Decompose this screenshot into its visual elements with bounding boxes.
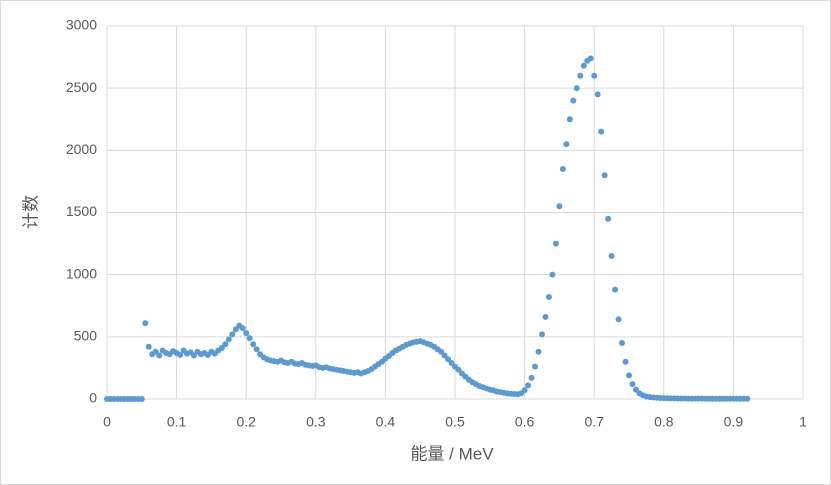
data-point — [744, 395, 751, 402]
data-point — [573, 85, 580, 92]
data-point — [626, 372, 632, 379]
data-point — [601, 172, 608, 179]
data-point — [177, 351, 184, 358]
data-point — [225, 336, 232, 343]
data-point — [532, 363, 539, 370]
data-point — [156, 352, 163, 359]
data-point — [598, 128, 605, 135]
data-point — [246, 335, 253, 342]
data-point — [229, 331, 236, 338]
x-axis-label: 能量 / MeV — [410, 444, 494, 463]
data-point — [539, 331, 545, 338]
data-point — [243, 330, 250, 337]
data-point — [612, 286, 619, 293]
data-point — [594, 91, 601, 98]
data-point — [566, 116, 573, 123]
data-point — [629, 381, 636, 388]
y-tick-label: 2500 — [66, 79, 97, 95]
data-point — [580, 62, 587, 69]
data-point — [591, 72, 598, 79]
data-point — [549, 271, 556, 278]
x-tick-label: 0.9 — [724, 414, 744, 430]
data-point — [563, 141, 570, 148]
y-tick-label: 1000 — [66, 265, 97, 281]
data-point — [142, 320, 149, 327]
y-tick-label: 3000 — [66, 17, 97, 33]
data-point — [239, 325, 246, 332]
data-point — [528, 374, 535, 381]
data-point — [145, 343, 152, 350]
data-point — [577, 72, 584, 79]
x-tick-label: 0.6 — [515, 414, 535, 430]
data-point — [521, 387, 528, 394]
data-point — [605, 215, 612, 222]
data-point — [622, 358, 629, 365]
data-point — [619, 340, 626, 347]
data-point — [545, 294, 552, 301]
y-tick-label: 0 — [89, 390, 97, 406]
data-point — [250, 341, 257, 348]
data-point — [608, 253, 615, 260]
x-tick-label: 0.4 — [376, 414, 396, 430]
y-axis-label: 计数 — [21, 195, 40, 229]
y-tick-label: 1500 — [66, 203, 97, 219]
x-tick-label: 0.5 — [445, 414, 465, 430]
x-tick-label: 0.1 — [167, 414, 187, 430]
x-tick-label: 0.8 — [654, 414, 674, 430]
x-tick-label: 0 — [103, 414, 111, 430]
y-tick-label: 2000 — [66, 141, 97, 157]
data-point — [525, 382, 532, 389]
data-point — [222, 341, 229, 348]
x-tick-label: 1 — [799, 414, 807, 430]
data-point — [556, 203, 563, 210]
data-point — [552, 240, 559, 247]
data-point — [587, 55, 594, 62]
x-tick-label: 0.2 — [236, 414, 256, 430]
data-point — [535, 348, 542, 355]
x-tick-label: 0.3 — [306, 414, 326, 430]
data-point — [570, 97, 577, 104]
data-point — [542, 313, 549, 320]
data-point — [615, 316, 622, 323]
data-point — [559, 165, 566, 172]
x-tick-label: 0.7 — [584, 414, 604, 430]
data-point — [138, 396, 145, 402]
data-point — [253, 346, 260, 353]
y-tick-label: 500 — [74, 328, 98, 344]
